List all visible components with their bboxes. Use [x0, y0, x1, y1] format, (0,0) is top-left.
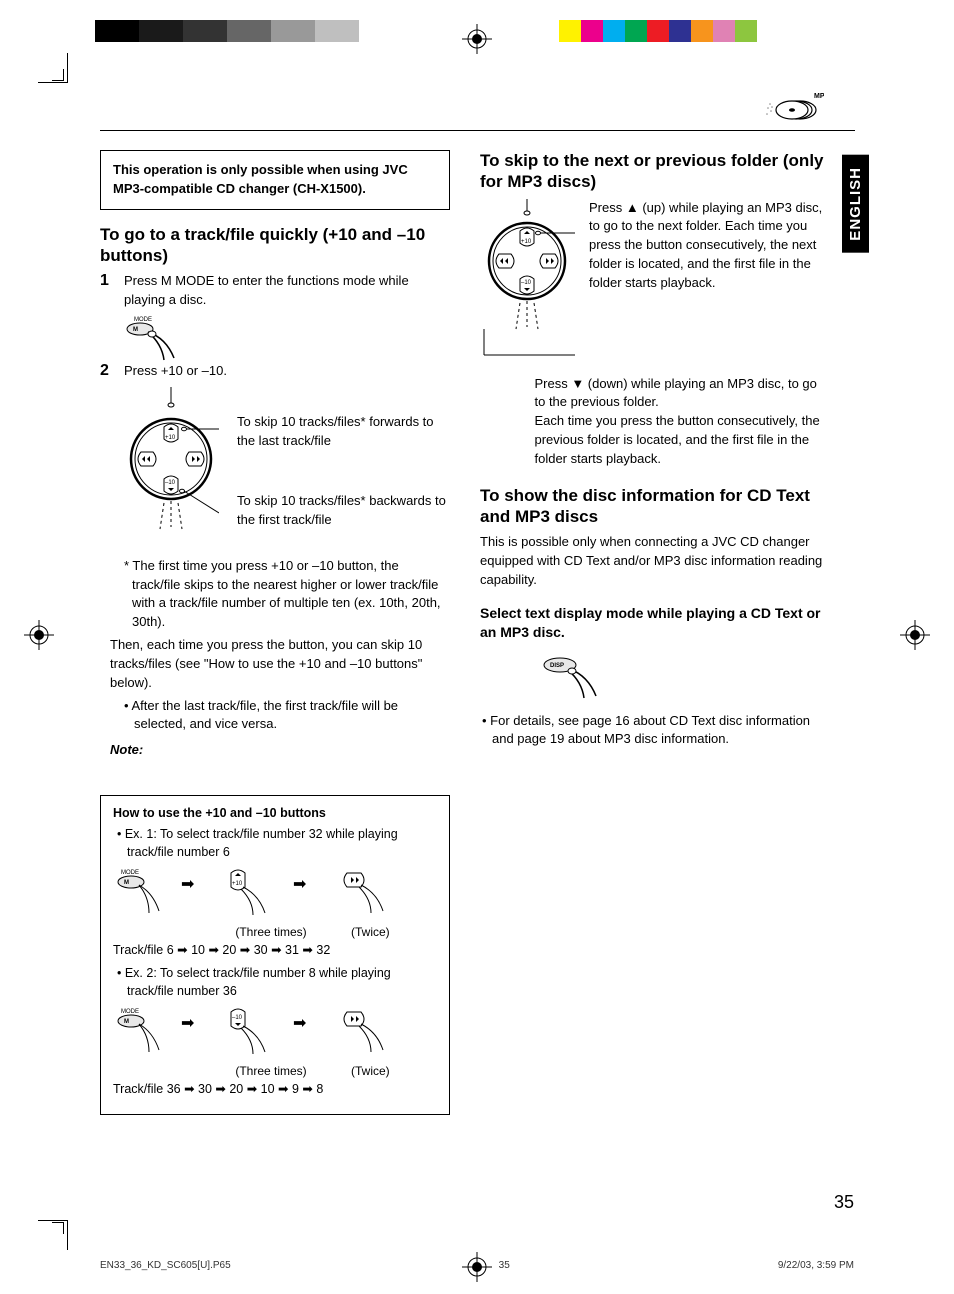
skip-forward-text: To skip 10 tracks/files* forwards to the…: [237, 413, 450, 451]
howto-box: How to use the +10 and –10 buttons • Ex.…: [100, 795, 450, 1115]
registration-mark-icon: [24, 620, 54, 650]
step-text: Press M MODE to enter the functions mode…: [124, 272, 450, 310]
mode-button-diagram: MODE M: [124, 314, 450, 362]
svg-text:+10: +10: [165, 435, 176, 441]
disp-button-diagram: DISP: [540, 652, 830, 702]
skip-down-text-2: Each time you press the button consecuti…: [534, 412, 830, 469]
crop-mark-icon: [52, 69, 64, 81]
sequence-1: Track/file 6 ➡ 10 ➡ 20 ➡ 30 ➡ 31 ➡ 32: [113, 942, 437, 957]
svg-text:MODE: MODE: [121, 870, 139, 876]
example-2-text: • Ex. 2: To select track/file number 8 w…: [113, 965, 437, 1000]
details-text: • For details, see page 16 about CD Text…: [480, 712, 830, 750]
svg-text:+10: +10: [521, 239, 532, 245]
step-number: 2: [100, 362, 114, 381]
svg-text:M: M: [133, 327, 138, 333]
howto-title: How to use the +10 and –10 buttons: [113, 806, 437, 820]
three-times-label: (Three times): [221, 1064, 321, 1078]
twice-label: (Twice): [351, 925, 390, 939]
skip-down-text: Press ▼ (down) while playing an MP3 disc…: [534, 375, 830, 413]
svg-text:M: M: [124, 1019, 129, 1025]
footer-page: 35: [499, 1260, 510, 1271]
crop-mark-icon: [52, 1222, 64, 1234]
example-1-diagram: MODE M ➡ +10 ➡: [113, 865, 437, 925]
footer: EN33_36_KD_SC605[U].P65 35 9/22/03, 3:59…: [100, 1260, 854, 1271]
then-text: Then, each time you press the button, yo…: [110, 636, 450, 693]
footer-date: 9/22/03, 3:59 PM: [778, 1260, 854, 1271]
svg-text:➡: ➡: [181, 876, 194, 893]
step-text: Press +10 or –10.: [124, 362, 450, 381]
skip-up-text: Press ▲ (up) while playing an MP3 disc, …: [589, 199, 830, 359]
select-text-heading: Select text display mode while playing a…: [480, 604, 830, 642]
svg-text:DISP: DISP: [550, 663, 564, 669]
note-label: Note:: [110, 742, 450, 757]
notice-box: This operation is only possible when usi…: [100, 150, 450, 210]
svg-text:MODE: MODE: [121, 1009, 139, 1015]
footer-filename: EN33_36_KD_SC605[U].P65: [100, 1260, 231, 1271]
right-column: To skip to the next or previous folder (…: [480, 150, 830, 1115]
heading-goto-track: To go to a track/file quickly (+10 and –…: [100, 224, 450, 267]
page-number: 35: [834, 1192, 854, 1213]
svg-text:MODE: MODE: [134, 317, 152, 323]
svg-text:–10: –10: [521, 280, 532, 286]
example-1-text: • Ex. 1: To select track/file number 32 …: [113, 826, 437, 861]
three-times-label: (Three times): [221, 925, 321, 939]
show-info-text: This is possible only when connecting a …: [480, 533, 830, 590]
svg-text:–10: –10: [165, 480, 176, 486]
svg-text:➡: ➡: [181, 1015, 194, 1032]
registration-mark-icon: [462, 24, 492, 54]
after-text: • After the last track/file, the first t…: [124, 697, 450, 735]
twice-label: (Twice): [351, 1064, 390, 1078]
heading-skip-folder: To skip to the next or previous folder (…: [480, 150, 830, 193]
sequence-2: Track/file 36 ➡ 30 ➡ 20 ➡ 10 ➡ 9 ➡ 8: [113, 1081, 437, 1096]
svg-text:➡: ➡: [293, 1015, 306, 1032]
step-number: 1: [100, 272, 114, 310]
skip-backward-text: To skip 10 tracks/files* backwards to th…: [237, 492, 450, 530]
svg-text:–10: –10: [232, 1015, 243, 1021]
dpad-up-diagram: +10 –10: [480, 199, 575, 359]
heading-show-disc-info: To show the disc information for CD Text…: [480, 485, 830, 528]
svg-text:➡: ➡: [293, 876, 306, 893]
registration-mark-icon: [900, 620, 930, 650]
dpad-diagram: +10 –10: [124, 387, 219, 557]
asterisk-note: * The first time you press +10 or –10 bu…: [124, 557, 450, 632]
left-column: This operation is only possible when usi…: [100, 150, 450, 1115]
svg-text:M: M: [124, 880, 129, 886]
example-2-diagram: MODE M ➡ –10 ➡: [113, 1004, 437, 1064]
svg-text:+10: +10: [232, 881, 243, 887]
